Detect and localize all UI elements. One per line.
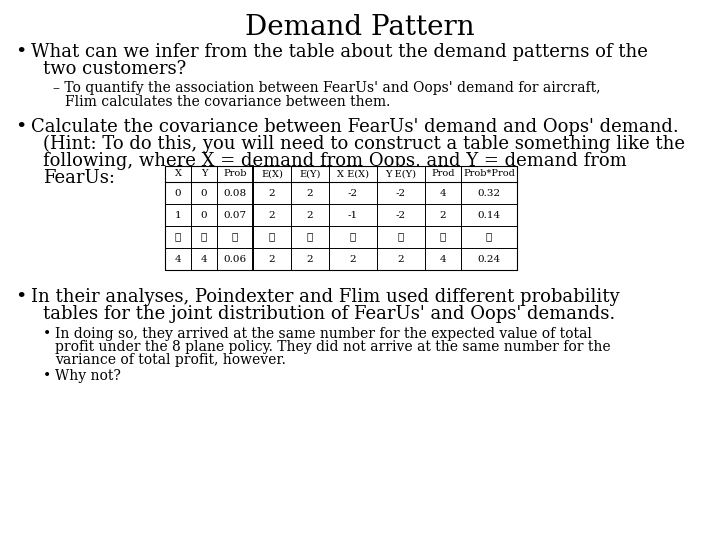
Text: 2: 2 [269,188,275,198]
Text: 0: 0 [201,188,207,198]
Text: -2: -2 [396,211,406,219]
Text: 2: 2 [307,254,313,264]
Text: •: • [43,327,51,341]
Text: profit under the 8 plane policy. They did not arrive at the same number for the: profit under the 8 plane policy. They di… [55,340,611,354]
Text: 0: 0 [175,188,181,198]
Text: ⋮: ⋮ [398,233,404,241]
Text: Why not?: Why not? [55,369,121,383]
Text: E(X): E(X) [261,170,283,179]
Text: Prob*Prod: Prob*Prod [463,170,515,179]
Text: E(Y): E(Y) [300,170,320,179]
Text: -2: -2 [396,188,406,198]
Text: – To quantify the association between FearUs' and Oops' demand for aircraft,: – To quantify the association between Fe… [53,81,600,95]
Bar [165,166,517,270]
Text: X E(X): X E(X) [337,170,369,179]
Text: ⋮: ⋮ [307,233,313,241]
Text: Prob: Prob [223,170,247,179]
Text: (Hint: To do this, you will need to construct a table something like the: (Hint: To do this, you will need to cons… [43,135,685,153]
Text: 0.24: 0.24 [477,254,500,264]
Text: ⋮: ⋮ [201,233,207,241]
Text: Prod: Prod [431,170,455,179]
Text: 4: 4 [175,254,181,264]
Text: 2: 2 [440,211,446,219]
Text: In their analyses, Poindexter and Flim used different probability: In their analyses, Poindexter and Flim u… [31,288,620,306]
Text: •: • [15,288,27,306]
Text: 4: 4 [440,188,446,198]
Text: •: • [43,369,51,383]
Text: 2: 2 [397,254,405,264]
Text: What can we infer from the table about the demand patterns of the: What can we infer from the table about t… [31,43,648,61]
Text: FearUs:: FearUs: [43,169,115,187]
Text: ⋮: ⋮ [440,233,446,241]
Text: 2: 2 [269,211,275,219]
Text: Calculate the covariance between FearUs' demand and Oops' demand.: Calculate the covariance between FearUs'… [31,118,679,136]
Text: ⋮: ⋮ [175,233,181,241]
Text: two customers?: two customers? [43,60,186,78]
Text: 2: 2 [307,211,313,219]
Text: variance of total profit, however.: variance of total profit, however. [55,353,286,367]
Text: In doing so, they arrived at the same number for the expected value of total: In doing so, they arrived at the same nu… [55,327,592,341]
Text: ⋮: ⋮ [350,233,356,241]
Text: Flim calculates the covariance between them.: Flim calculates the covariance between t… [65,95,390,109]
Text: •: • [15,43,27,61]
Text: 2: 2 [350,254,356,264]
Text: Y E(Y): Y E(Y) [385,170,416,179]
Text: following, where X = demand from Oops, and Y = demand from: following, where X = demand from Oops, a… [43,152,626,170]
Text: X: X [174,170,181,179]
Text: 1: 1 [175,211,181,219]
Text: ⋮: ⋮ [486,233,492,241]
Text: 0.06: 0.06 [223,254,246,264]
Text: -1: -1 [348,211,358,219]
Text: Demand Pattern: Demand Pattern [246,14,474,41]
Text: 0: 0 [201,211,207,219]
Text: ⋮: ⋮ [269,233,275,241]
Text: 2: 2 [269,254,275,264]
Text: ⋮: ⋮ [232,233,238,241]
Text: tables for the joint distribution of FearUs' and Oops' demands.: tables for the joint distribution of Fea… [43,305,616,323]
Text: •: • [15,118,27,136]
Text: 0.32: 0.32 [477,188,500,198]
Text: 0.07: 0.07 [223,211,246,219]
Text: Y: Y [201,170,207,179]
Text: 0.08: 0.08 [223,188,246,198]
Text: 4: 4 [201,254,207,264]
Text: 2: 2 [307,188,313,198]
Text: 4: 4 [440,254,446,264]
Text: -2: -2 [348,188,358,198]
Text: 0.14: 0.14 [477,211,500,219]
